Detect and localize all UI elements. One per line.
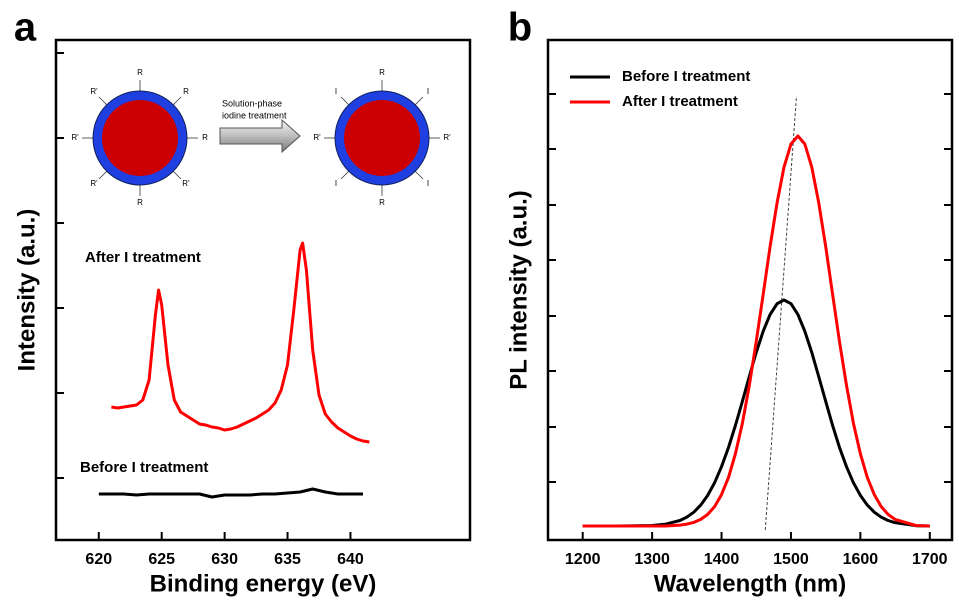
x-tick-label: 635: [274, 551, 301, 568]
ligand-label: R': [90, 87, 98, 96]
ligand-label: R: [202, 133, 208, 142]
ligand-label: R: [137, 68, 143, 77]
arrow-text: iodine treatment: [222, 110, 287, 120]
legend-label: After I treatment: [622, 93, 738, 110]
ligand-label: R': [182, 179, 190, 188]
ligand: [340, 170, 350, 180]
x-tick-label: 1600: [843, 551, 879, 568]
ligand-label: R: [137, 198, 143, 207]
x-tick-label: 1400: [704, 551, 740, 568]
series-line: [582, 298, 930, 528]
annotation: Before I treatment: [80, 459, 208, 476]
ligand-label: R: [379, 68, 385, 77]
x-tick-label: 630: [211, 551, 238, 568]
ligand: [98, 170, 108, 180]
ligand-label: R': [443, 133, 451, 142]
x-tick-label: 1700: [912, 551, 948, 568]
ligand: [414, 96, 424, 106]
y-axis-label: Intensity (a.u.): [13, 209, 40, 372]
arrow: [219, 118, 301, 154]
ligand-label: I: [427, 179, 429, 188]
ligand-label: I: [335, 179, 337, 188]
ligand-label: R': [71, 133, 79, 142]
series-line: [582, 134, 930, 528]
ligand: [414, 170, 424, 180]
ligand: [98, 96, 108, 106]
ligand-label: R: [183, 87, 189, 96]
x-tick-label: 620: [85, 551, 112, 568]
ligand-label: R': [90, 179, 98, 188]
annotation: After I treatment: [85, 249, 201, 266]
particle-core: [344, 100, 420, 176]
x-tick-label: 625: [148, 551, 175, 568]
ligand: [172, 96, 182, 106]
y-axis-label: PL intensity (a.u.): [505, 190, 532, 390]
ligand-label: I: [335, 87, 337, 96]
x-axis-label: Wavelength (nm): [654, 570, 846, 597]
plot-frame: [546, 38, 954, 542]
ligand: [340, 96, 350, 106]
series-line: [111, 241, 370, 444]
ligand-label: I: [427, 87, 429, 96]
ligand-label: R: [379, 198, 385, 207]
panel-label: b: [508, 6, 532, 50]
series-line: [98, 487, 363, 499]
inset-drawing: [92, 90, 430, 186]
ligand-label: R': [313, 133, 321, 142]
x-tick-label: 1200: [565, 551, 601, 568]
x-tick-label: 1500: [773, 551, 809, 568]
ligand: [172, 170, 182, 180]
x-axis-label: Binding energy (eV): [150, 570, 377, 597]
arrow-text: Solution-phase: [222, 98, 282, 108]
x-tick-label: 1300: [634, 551, 670, 568]
legend-label: Before I treatment: [622, 68, 750, 85]
reference-line: [764, 95, 798, 531]
panel-label: a: [14, 6, 37, 50]
particle-core: [102, 100, 178, 176]
x-tick-label: 640: [337, 551, 364, 568]
plot-frame: [54, 38, 472, 542]
